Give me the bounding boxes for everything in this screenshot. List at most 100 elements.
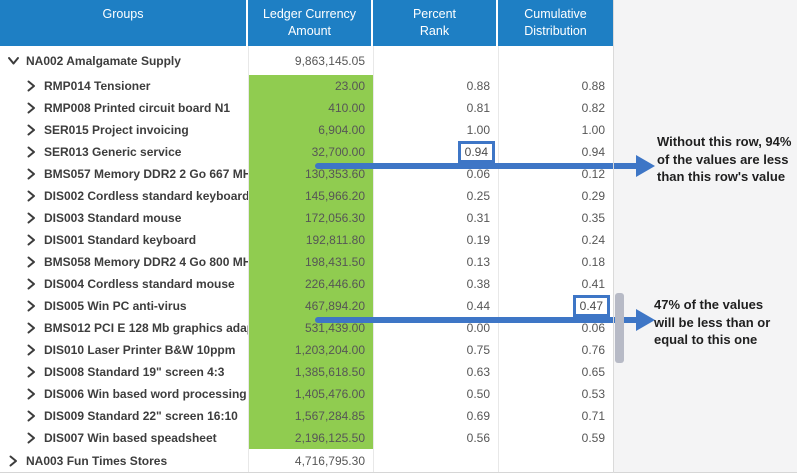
table-row[interactable]: RMP008 Printed circuit board N1 410.00 0… <box>0 97 797 119</box>
group-cell: NA003 Fun Times Stores <box>0 449 248 472</box>
column-header-ledger-currency-amount[interactable]: Ledger Currency Amount <box>248 0 373 46</box>
group-label: DIS004 Cordless standard mouse <box>44 277 235 291</box>
annotation-text-line: of the values are less <box>657 151 797 169</box>
column-header-label: Amount <box>248 23 371 40</box>
expand-chevron-icon[interactable] <box>27 410 36 422</box>
table-row[interactable]: DIS002 Cordless standard keyboard 145,96… <box>0 185 797 207</box>
percent-rank-value: 0.06 <box>467 167 490 181</box>
amount-value: 226,446.60 <box>305 277 365 291</box>
column-header-label: Rank <box>373 23 496 40</box>
expand-chevron-icon[interactable] <box>27 102 36 114</box>
expand-chevron-icon[interactable] <box>27 124 36 136</box>
amount-value: 1,567,284.85 <box>295 409 365 423</box>
cumulative-cell: 0.88 <box>498 75 613 97</box>
expand-chevron-icon[interactable] <box>9 55 18 67</box>
group-label: DIS001 Standard keyboard <box>44 233 196 247</box>
group-label: DIS002 Cordless standard keyboard <box>44 189 249 203</box>
group-cell: DIS007 Win based speadsheet <box>0 427 248 449</box>
table-row[interactable]: DIS006 Win based word processing 1,405,4… <box>0 383 797 405</box>
group-label: RMP008 Printed circuit board N1 <box>44 101 230 115</box>
percent-rank-cell: 1.00 <box>373 119 498 141</box>
pareto-grid-screenshot: Groups Ledger Currency Amount Percent Ra… <box>0 0 797 473</box>
group-cell: BMS012 PCI E 128 Mb graphics adapter <box>0 317 248 339</box>
group-label: BMS057 Memory DDR2 2 Go 667 MHz <box>44 167 257 181</box>
expand-chevron-icon[interactable] <box>27 256 36 268</box>
group-label: DIS010 Laser Printer B&W 10ppm <box>44 343 235 357</box>
vertical-scrollbar-thumb[interactable] <box>615 293 624 363</box>
table-row[interactable]: DIS008 Standard 19" screen 4:3 1,385,618… <box>0 361 797 383</box>
percent-rank-value: 0.88 <box>467 79 490 93</box>
column-header-groups[interactable]: Groups <box>0 0 248 46</box>
table-row[interactable]: DIS001 Standard keyboard 192,811.80 0.19… <box>0 229 797 251</box>
expand-chevron-icon[interactable] <box>27 146 36 158</box>
percent-rank-cell <box>373 46 498 75</box>
group-cell: DIS005 Win PC anti-virus <box>0 295 248 317</box>
data-grid: Groups Ledger Currency Amount Percent Ra… <box>0 0 797 473</box>
table-row[interactable]: RMP014 Tensioner 23.00 0.88 0.88 <box>0 75 797 97</box>
cumulative-value: 0.88 <box>582 79 605 93</box>
group-label: SER013 Generic service <box>44 145 181 159</box>
percent-rank-value: 0.31 <box>467 211 490 225</box>
expand-chevron-icon[interactable] <box>27 322 36 334</box>
percent-rank-value: 0.13 <box>467 255 490 269</box>
amount-cell: 145,966.20 <box>248 185 373 207</box>
amount-value: 198,431.50 <box>305 255 365 269</box>
group-cell: SER013 Generic service <box>0 141 248 163</box>
expand-chevron-icon[interactable] <box>27 80 36 92</box>
table-row[interactable]: DIS004 Cordless standard mouse 226,446.6… <box>0 273 797 295</box>
amount-value: 410.00 <box>328 101 365 115</box>
percent-rank-value: 0.19 <box>467 233 490 247</box>
column-header-cumulative-distribution[interactable]: Cumulative Distribution <box>498 0 613 46</box>
cumulative-cell <box>498 46 613 75</box>
percent-rank-value: 0.38 <box>467 277 490 291</box>
cumulative-cell: 0.24 <box>498 229 613 251</box>
table-row[interactable]: DIS003 Standard mouse 172,056.30 0.31 0.… <box>0 207 797 229</box>
table-row[interactable]: BMS058 Memory DDR2 4 Go 800 MHz 198,431.… <box>0 251 797 273</box>
expand-chevron-icon[interactable] <box>27 234 36 246</box>
percent-rank-value: 0.50 <box>467 387 490 401</box>
cumulative-value: 0.12 <box>582 167 605 181</box>
expand-chevron-icon[interactable] <box>27 212 36 224</box>
amount-cell: 9,863,145.05 <box>248 46 373 75</box>
arrow-head-icon <box>636 155 655 177</box>
expand-chevron-icon[interactable] <box>27 388 36 400</box>
percent-rank-value: 0.63 <box>467 365 490 379</box>
table-row[interactable]: DIS009 Standard 22" screen 16:10 1,567,2… <box>0 405 797 427</box>
table-row[interactable]: DIS007 Win based speadsheet 2,196,125.50… <box>0 427 797 449</box>
amount-value: 1,385,618.50 <box>295 365 365 379</box>
cumulative-value: 0.65 <box>582 365 605 379</box>
expand-chevron-icon[interactable] <box>27 190 36 202</box>
amount-cell: 192,811.80 <box>248 229 373 251</box>
expand-chevron-icon[interactable] <box>27 344 36 356</box>
amount-value: 9,863,145.05 <box>295 54 365 68</box>
expand-chevron-icon[interactable] <box>27 278 36 290</box>
amount-cell: 2,196,125.50 <box>248 427 373 449</box>
annotation-percent-rank: Without this row, 94% of the values are … <box>657 133 797 186</box>
annotation-text-line: 47% of the values <box>654 296 797 314</box>
expand-chevron-icon[interactable] <box>27 168 36 180</box>
cumulative-cell: 0.82 <box>498 97 613 119</box>
expand-chevron-icon[interactable] <box>27 366 36 378</box>
expand-chevron-icon[interactable] <box>27 300 36 312</box>
expand-chevron-icon[interactable] <box>9 455 18 467</box>
amount-cell: 1,567,284.85 <box>248 405 373 427</box>
group-cell: BMS057 Memory DDR2 2 Go 667 MHz <box>0 163 248 185</box>
percent-rank-cell <box>373 449 498 472</box>
percent-rank-value: 0.00 <box>467 321 490 335</box>
percent-rank-cell: 0.38 <box>373 273 498 295</box>
table-row[interactable]: NA002 Amalgamate Supply 9,863,145.05 <box>0 46 797 75</box>
cumulative-value: 0.94 <box>582 145 605 159</box>
group-label: DIS003 Standard mouse <box>44 211 181 225</box>
expand-chevron-icon[interactable] <box>27 432 36 444</box>
amount-cell: 1,405,476.00 <box>248 383 373 405</box>
percent-rank-cell: 0.19 <box>373 229 498 251</box>
cumulative-cell: 0.18 <box>498 251 613 273</box>
table-row[interactable]: NA003 Fun Times Stores 4,716,795.30 <box>0 449 797 473</box>
cumulative-value: 0.18 <box>582 255 605 269</box>
column-header-percent-rank[interactable]: Percent Rank <box>373 0 498 46</box>
amount-value: 130,353.60 <box>305 167 365 181</box>
column-header-label: Distribution <box>498 23 613 40</box>
cumulative-value: 0.76 <box>582 343 605 357</box>
amount-value: 531,439.00 <box>305 321 365 335</box>
amount-cell: 198,431.50 <box>248 251 373 273</box>
